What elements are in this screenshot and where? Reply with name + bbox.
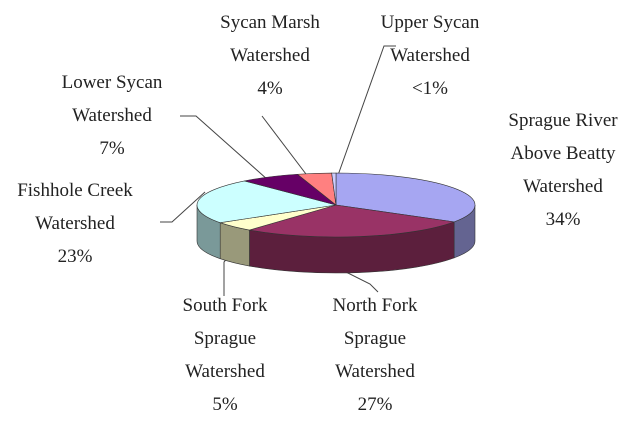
value-label: 7% [99,137,125,159]
pie-slice [196,180,337,224]
value-label: 5% [212,393,238,415]
leader-line [160,191,206,223]
slice-label: Fishhole Creek Watershed 23% [0,174,150,273]
pie-slice [331,172,337,206]
leader-line [261,115,313,183]
category-label: North Fork Sprague Watershed [332,294,418,382]
slice-label: Sprague River Above Beatty Watershed 34% [493,104,632,236]
pie-tops [196,172,476,238]
category-label: Sycan Marsh Watershed [220,11,320,66]
category-label: Sprague River Above Beatty Watershed [508,109,618,197]
value-label: <1% [411,77,449,99]
leader-line [180,115,269,181]
pie-slice [249,204,455,238]
category-label: Lower Sycan Watershed [61,71,163,126]
slice-label: North Fork Sprague Watershed 27% [320,289,430,421]
leader-line [336,45,396,179]
value-label: 34% [545,208,581,230]
category-label: Upper Sycan Watershed [380,11,480,66]
slice-label: Lower Sycan Watershed 7% [47,66,177,165]
category-label: South Fork Sprague Watershed [182,294,268,382]
value-label: 23% [57,245,93,267]
slice-label: Sycan Marsh Watershed 4% [205,6,335,105]
slice-label: Upper Sycan Watershed <1% [365,6,495,105]
value-label: 27% [357,393,393,415]
pie-slice [335,172,476,223]
value-label: 4% [257,77,283,99]
category-label: Fishhole Creek Watershed [17,179,133,234]
slice-label: South Fork Sprague Watershed 5% [170,289,280,421]
leaders [160,45,396,296]
